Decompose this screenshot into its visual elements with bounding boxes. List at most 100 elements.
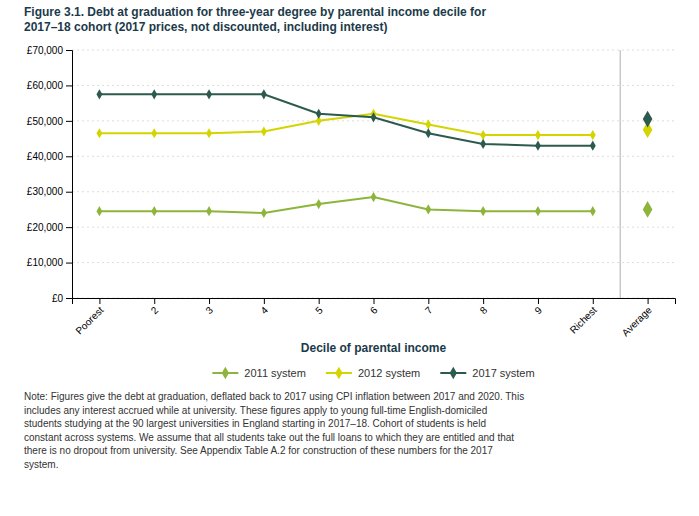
- point: [425, 119, 431, 129]
- grid-line: [72, 156, 675, 157]
- note-line: there is no dropout from university. See…: [24, 445, 493, 456]
- grid-line: [72, 227, 675, 228]
- y-tick-mark: [66, 85, 72, 86]
- y-axis-line: [66, 51, 73, 299]
- series-line: [99, 197, 592, 213]
- legend-swatch-marker: [450, 367, 457, 379]
- legend: 2011 system 2012 system 2017 system: [212, 367, 534, 379]
- x-tick-label: Richest: [568, 304, 600, 336]
- x-tick-mark: [593, 298, 594, 304]
- title-line: Figure 3.1. Debt at graduation for three…: [24, 5, 486, 19]
- grid-line: [72, 50, 675, 51]
- y-tick-label: £60,000: [27, 80, 64, 91]
- y-tick: £20,000: [27, 222, 72, 233]
- x-tick: 3: [203, 298, 215, 316]
- note: Note: Figures give the debt at graduatio…: [24, 391, 524, 470]
- x-tick: Average: [620, 298, 654, 338]
- legend-label: 2011 system: [244, 367, 306, 379]
- series: [96, 89, 652, 151]
- point: [96, 206, 102, 216]
- legend-item: 2012 system: [326, 367, 420, 379]
- point: [151, 89, 157, 99]
- y-tick-label: £0: [52, 293, 64, 304]
- x-tick-mark: [538, 298, 539, 304]
- note-line: students studying at the 90 largest univ…: [24, 418, 486, 429]
- x-tick-mark: [428, 298, 429, 304]
- point: [480, 139, 486, 149]
- note-line: system.: [24, 459, 58, 470]
- title-line: 2017–18 cohort (2017 prices, not discoun…: [24, 20, 387, 34]
- x-tick: 9: [532, 298, 544, 316]
- x-tick-mark: [648, 298, 649, 304]
- y-tick-label: £20,000: [27, 222, 64, 233]
- y-tick: £10,000: [27, 257, 72, 268]
- legend-label: 2017 system: [472, 367, 534, 379]
- x-tick: Poorest: [73, 298, 105, 337]
- note-line: Note: Figures give the debt at graduatio…: [24, 391, 524, 402]
- x-tick-mark: [154, 298, 155, 304]
- point: [206, 128, 212, 138]
- y-tick-mark: [66, 50, 72, 51]
- series-line: [99, 94, 592, 145]
- y-tick: £50,000: [27, 116, 72, 127]
- x-tick: 4: [258, 298, 270, 316]
- point: [535, 130, 541, 140]
- point: [151, 128, 157, 138]
- note-line: includes any interest accrued while at u…: [24, 405, 487, 416]
- average-point: [643, 111, 653, 128]
- grid-line: [72, 85, 675, 86]
- y-tick-label: £70,000: [27, 45, 64, 56]
- grid: [72, 50, 675, 298]
- point: [316, 109, 322, 119]
- legend-swatch-marker: [222, 367, 229, 379]
- y-tick-label: £40,000: [27, 151, 64, 162]
- note-line: constant across systems. We assume that …: [24, 432, 514, 443]
- x-tick-label: 7: [423, 304, 435, 316]
- point: [261, 208, 267, 218]
- point: [206, 89, 212, 99]
- x-tick: 8: [478, 298, 490, 316]
- x-tick-mark: [374, 298, 375, 304]
- x-tick-label: 8: [478, 304, 490, 316]
- x-tick-mark: [483, 298, 484, 304]
- y-tick-mark: [66, 156, 72, 157]
- series: [96, 192, 652, 218]
- legend-item: 2011 system: [212, 367, 306, 379]
- y-tick-label: £50,000: [27, 116, 64, 127]
- point: [206, 206, 212, 216]
- y-tick-label: £30,000: [27, 186, 64, 197]
- point: [261, 126, 267, 136]
- title: Figure 3.1. Debt at graduation for three…: [24, 5, 486, 34]
- point: [151, 206, 157, 216]
- y-tick-label: £10,000: [27, 257, 64, 268]
- x-tick-label: Average: [620, 304, 654, 338]
- x-tick-mark: [264, 298, 265, 304]
- grid-line: [72, 262, 675, 263]
- y-tick-mark: [66, 227, 72, 228]
- point: [590, 130, 596, 140]
- point: [535, 141, 541, 151]
- point: [425, 128, 431, 138]
- point: [480, 130, 486, 140]
- x-tick-label: Poorest: [73, 304, 105, 336]
- point: [590, 141, 596, 151]
- y-tick-mark: [66, 121, 72, 122]
- y-tick-mark: [66, 263, 72, 264]
- average-point: [643, 201, 653, 218]
- x-tick-label: 5: [313, 304, 325, 316]
- x-tick: Richest: [568, 298, 600, 336]
- x-tick-mark: [209, 298, 210, 304]
- legend-swatch-marker: [335, 367, 342, 379]
- y-tick: £40,000: [27, 151, 72, 162]
- legend-item: 2017 system: [440, 367, 534, 379]
- point: [261, 89, 267, 99]
- y-tick-mark: [66, 298, 72, 299]
- y-tick: £70,000: [27, 45, 72, 56]
- x-axis-line: [73, 299, 676, 305]
- point: [96, 89, 102, 99]
- point: [425, 204, 431, 214]
- x-tick-label: 2: [149, 304, 161, 316]
- y-tick-mark: [66, 192, 72, 193]
- x-axis: Poorest23456789RichestAverage: [73, 298, 676, 338]
- x-tick-label: 3: [203, 304, 215, 316]
